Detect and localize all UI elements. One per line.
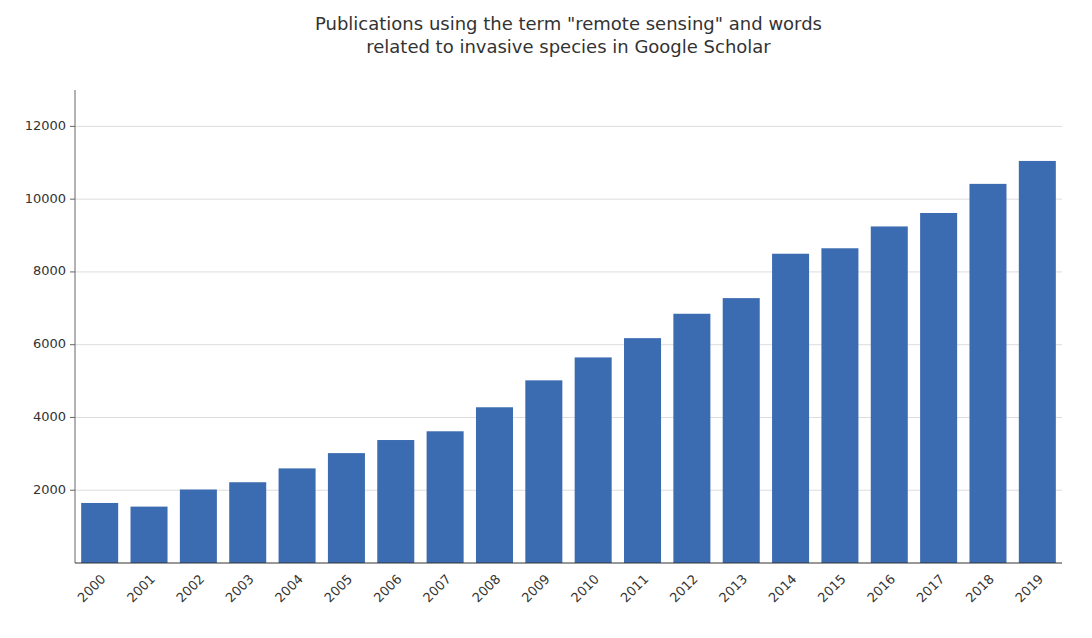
y-tick bbox=[70, 271, 75, 272]
bar bbox=[723, 298, 760, 563]
x-tick-label: 2016 bbox=[864, 571, 898, 605]
bars bbox=[81, 161, 1056, 563]
y-tick bbox=[70, 490, 75, 491]
y-tick bbox=[70, 199, 75, 200]
x-tick-label: 2001 bbox=[124, 571, 158, 605]
bar bbox=[821, 248, 858, 563]
title-line: related to invasive species in Google Sc… bbox=[366, 36, 771, 57]
bar bbox=[575, 357, 612, 563]
x-tick-label: 2004 bbox=[272, 571, 306, 605]
bar bbox=[131, 507, 168, 563]
bar bbox=[920, 213, 957, 563]
bar bbox=[328, 453, 365, 563]
x-tick-label: 2019 bbox=[1012, 571, 1046, 605]
y-tick bbox=[70, 417, 75, 418]
bar bbox=[377, 440, 414, 563]
bar bbox=[1019, 161, 1056, 563]
bar bbox=[229, 482, 266, 563]
x-tick-label: 2010 bbox=[568, 571, 602, 605]
y-tick-label: 4000 bbox=[33, 409, 66, 424]
grid-line bbox=[75, 271, 1062, 272]
grid-line bbox=[75, 490, 1062, 491]
x-tick-label: 2014 bbox=[765, 571, 799, 605]
x-tick-label: 2018 bbox=[963, 571, 997, 605]
x-tick-label: 2013 bbox=[716, 571, 750, 605]
x-tick-label: 2007 bbox=[420, 571, 454, 605]
y-tick-label: 8000 bbox=[33, 263, 66, 278]
bar bbox=[427, 431, 464, 563]
bar bbox=[476, 407, 513, 563]
grid-line bbox=[75, 417, 1062, 418]
chart-container: 2000400060008000100001200020002001200220… bbox=[0, 0, 1092, 638]
bar bbox=[772, 254, 809, 563]
y-tick-label: 2000 bbox=[33, 482, 66, 497]
x-tick-label: 2008 bbox=[469, 571, 503, 605]
chart: 2000400060008000100001200020002001200220… bbox=[0, 0, 1092, 638]
y-tick-label: 10000 bbox=[25, 191, 66, 206]
bar bbox=[969, 184, 1006, 563]
bar bbox=[525, 380, 562, 563]
page: {"chart_data": {"type": "bar", "title": … bbox=[0, 0, 1092, 638]
x-axis: 2000 2001 2002 2003 2004 2005 2006 2007 2008 2009… bbox=[75, 563, 1062, 605]
y-tick-label: 12000 bbox=[25, 118, 66, 133]
title: Publications using the term "remote sens… bbox=[315, 13, 822, 57]
y-tick bbox=[70, 126, 75, 127]
x-tick-label: 2003 bbox=[223, 571, 257, 605]
bar bbox=[871, 226, 908, 563]
title-line: Publications using the term "remote sens… bbox=[315, 13, 822, 34]
grid-line bbox=[75, 199, 1062, 200]
y-tick-label: 6000 bbox=[33, 336, 66, 351]
x-tick-label: 2006 bbox=[371, 571, 405, 605]
x-tick-label: 2000 bbox=[75, 571, 109, 605]
y-tick bbox=[70, 344, 75, 345]
x-tick-label: 2002 bbox=[173, 571, 207, 605]
bar bbox=[81, 503, 118, 563]
grid-line bbox=[75, 344, 1062, 345]
x-tick-label: 2005 bbox=[321, 571, 355, 605]
grid-line bbox=[75, 126, 1062, 127]
x-tick-label: 2015 bbox=[815, 571, 849, 605]
x-tick-label: 2012 bbox=[667, 571, 701, 605]
bar bbox=[279, 468, 316, 563]
y-axis-line bbox=[75, 90, 76, 563]
x-tick-label: 2011 bbox=[617, 571, 651, 605]
x-axis-line bbox=[75, 563, 1062, 564]
y-axis: 2000 4000 6000 8000 10000 12000 bbox=[25, 90, 75, 563]
bar bbox=[624, 338, 661, 563]
x-tick-label: 2017 bbox=[914, 571, 948, 605]
bar bbox=[180, 490, 217, 563]
bar bbox=[673, 314, 710, 563]
y-grid bbox=[75, 126, 1062, 490]
x-tick-label: 2009 bbox=[519, 571, 553, 605]
